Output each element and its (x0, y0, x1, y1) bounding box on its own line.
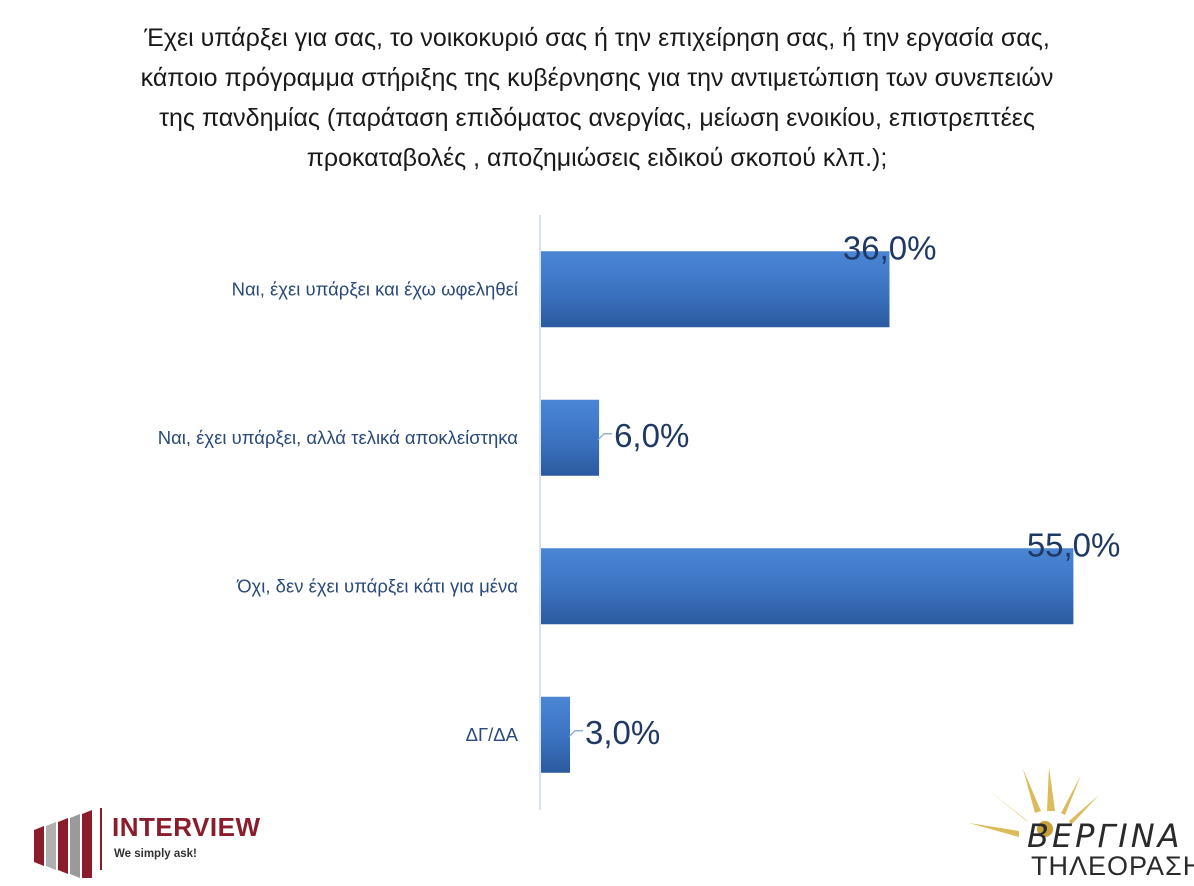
vergina-subtitle: ΤΗΛΕΟΡΑΣΗ (1031, 851, 1194, 881)
category-label-2: Όχι, δεν έχει υπάρξει κάτι για μένα (236, 575, 518, 596)
title-line-1: Έχει υπάρξει για σας, το νοικοκυριό σας … (144, 24, 1050, 52)
bar-0 (541, 251, 890, 328)
value-label-2: 55,0% (1027, 526, 1121, 563)
interview-logo: INTERVIEW We simply ask! (30, 808, 300, 878)
category-label-1: Ναι, έχει υπάρξει, αλλά τελικά αποκλείστ… (158, 427, 519, 448)
interview-name: INTERVIEW (112, 812, 261, 842)
category-label-3: ΔΓ/ΔΑ (466, 724, 519, 745)
vergina-logo: ΒΕΡΓΙΝΑ ΤΗΛΕΟΡΑΣΗ (965, 765, 1194, 883)
vergina-sun-icon (969, 767, 1099, 837)
category-label-0: Ναι, έχει υπάρξει και έχω ωφεληθεί (232, 278, 518, 299)
bar-2 (541, 548, 1074, 625)
bar-1 (541, 399, 600, 476)
value-label-3: 3,0% (585, 714, 660, 751)
interview-tagline: We simply ask! (114, 848, 197, 860)
bar-3 (541, 696, 571, 773)
vergina-name: ΒΕΡΓΙΝΑ (1027, 817, 1183, 855)
value-label-0: 36,0% (843, 229, 937, 266)
leader-line-3 (568, 730, 584, 738)
title-line-3: της πανδημίας (παράταση επιδόματος ανεργ… (159, 104, 1035, 132)
title-line-4: προκαταβολές , αποζημιώσεις ειδικού σκοπ… (306, 144, 888, 172)
value-label-1: 6,0% (614, 417, 689, 454)
title-line-2: κάποιο πρόγραμμα στήριξης της κυβέρνησης… (140, 64, 1054, 92)
leader-line-1 (597, 433, 613, 441)
chart-title: Έχει υπάρξει για σας, το νοικοκυριό σας … (20, 18, 1174, 178)
interview-bars-icon (34, 808, 102, 878)
